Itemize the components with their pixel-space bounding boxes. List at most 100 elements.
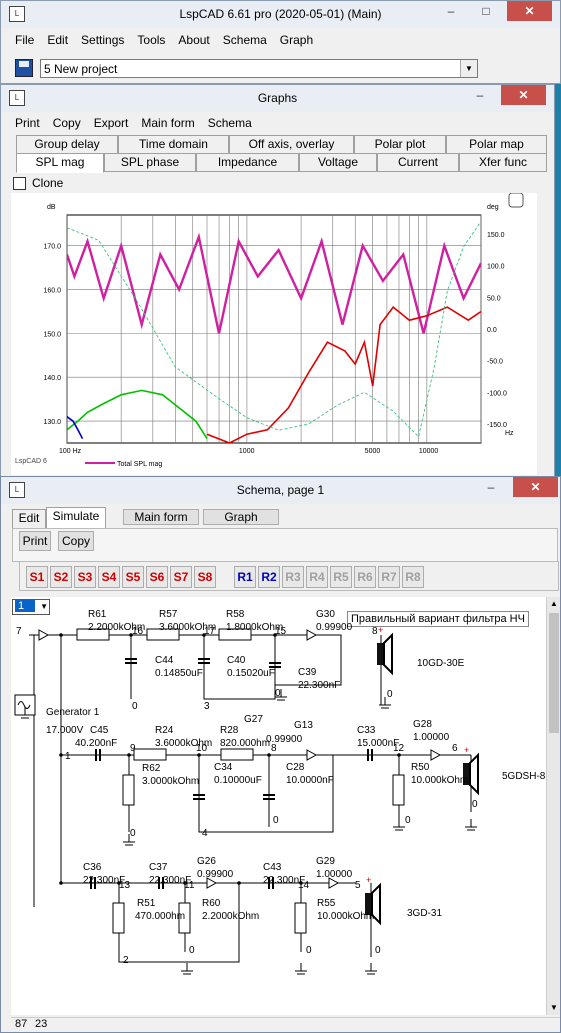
y2-axis-label: deg bbox=[487, 204, 499, 211]
tab-polar-map[interactable]: Polar map bbox=[446, 135, 547, 154]
junction-dot bbox=[397, 753, 401, 757]
scroll-down-icon[interactable]: ▼ bbox=[550, 1003, 558, 1012]
save-icon[interactable] bbox=[15, 59, 33, 77]
menu-about[interactable]: About bbox=[178, 33, 210, 47]
r51-resistor bbox=[112, 902, 125, 934]
status-x: 87 bbox=[15, 1018, 28, 1030]
copy-button[interactable]: Copy bbox=[58, 531, 94, 551]
graph-button[interactable]: Graph bbox=[203, 509, 279, 525]
graphs-titlebar[interactable]: L Graphs – ✕ bbox=[1, 85, 554, 112]
graphs-menu-main-form[interactable]: Main form bbox=[141, 116, 195, 130]
component-label: C39 bbox=[298, 667, 317, 678]
clone-checkbox[interactable] bbox=[13, 177, 26, 190]
chevron-down-icon[interactable]: ▼ bbox=[40, 602, 48, 611]
r5-button[interactable]: R5 bbox=[330, 566, 352, 588]
schema-canvas[interactable]: 1 ▼ Правильный вариант фильтра НЧ + + + R61… bbox=[11, 597, 546, 1015]
tab-spl-mag[interactable]: SPL mag bbox=[16, 153, 104, 173]
component-label: C45 bbox=[90, 725, 109, 736]
component-label: 22.300nF bbox=[263, 875, 305, 886]
component-label: C36 bbox=[83, 862, 102, 873]
r7-button[interactable]: R7 bbox=[378, 566, 400, 588]
x-tick-label: 5000 bbox=[365, 448, 381, 455]
s8-button[interactable]: S8 bbox=[194, 566, 216, 588]
menu-graph[interactable]: Graph bbox=[279, 33, 314, 47]
component-label: 22.300nF bbox=[83, 875, 125, 886]
minimize-icon[interactable]: – bbox=[447, 4, 455, 18]
tab-polar-plot[interactable]: Polar plot bbox=[354, 135, 446, 154]
speaker-polarity-plus: + bbox=[464, 745, 469, 755]
schema-titlebar[interactable]: L Schema, page 1 – ✕ bbox=[1, 477, 560, 504]
vertical-scrollbar[interactable]: ▲ ▼ bbox=[546, 597, 560, 1015]
x-tick-label: 1000 bbox=[239, 448, 255, 455]
plot-area bbox=[66, 214, 482, 444]
chevron-down-icon[interactable]: ▼ bbox=[460, 60, 477, 77]
r4-button[interactable]: R4 bbox=[306, 566, 328, 588]
component-label: 0 bbox=[405, 815, 411, 826]
component-label: 0.14850uF bbox=[155, 668, 203, 679]
main-form-button[interactable]: Main form bbox=[123, 509, 199, 525]
schema-tab-simulate[interactable]: Simulate bbox=[46, 507, 106, 529]
project-select[interactable]: 5 New project ▼ bbox=[40, 59, 478, 78]
tab-current[interactable]: Current bbox=[377, 153, 459, 172]
tab-voltage[interactable]: Voltage bbox=[299, 153, 377, 172]
series-line-5 bbox=[67, 221, 481, 438]
graphs-menu-export[interactable]: Export bbox=[93, 116, 129, 130]
scroll-thumb[interactable] bbox=[549, 613, 559, 733]
s2-button[interactable]: S2 bbox=[50, 566, 72, 588]
row1-top-wire bbox=[34, 634, 342, 686]
component-label: 0 bbox=[387, 689, 393, 700]
s3-button[interactable]: S3 bbox=[74, 566, 96, 588]
graphs-window-title: Graphs bbox=[257, 91, 298, 105]
page-selector[interactable]: 1 ▼ bbox=[12, 599, 50, 615]
tab-impedance[interactable]: Impedance bbox=[196, 153, 299, 172]
component-label: R60 bbox=[202, 898, 221, 909]
close-icon[interactable]: ✕ bbox=[513, 477, 558, 497]
menu-edit[interactable]: Edit bbox=[47, 33, 69, 47]
component-label: C40 bbox=[227, 655, 246, 666]
s5-button[interactable]: S5 bbox=[122, 566, 144, 588]
schema-tab-edit[interactable]: Edit bbox=[12, 509, 46, 529]
minimize-icon[interactable]: – bbox=[487, 480, 495, 494]
menu-file[interactable]: File bbox=[15, 33, 35, 47]
component-label: 14 bbox=[298, 880, 310, 891]
s7-button[interactable]: S7 bbox=[170, 566, 192, 588]
s4-button[interactable]: S4 bbox=[98, 566, 120, 588]
s1-button[interactable]: S1 bbox=[26, 566, 48, 588]
clone-label: Clone bbox=[32, 176, 64, 190]
speaker-polarity-plus: + bbox=[366, 875, 371, 885]
component-label: 2.2000kOhm bbox=[202, 911, 259, 922]
graphs-menu-print[interactable]: Print bbox=[15, 116, 40, 130]
maximize-icon[interactable]: □ bbox=[482, 4, 490, 18]
menu-settings[interactable]: Settings bbox=[81, 33, 125, 47]
tab-xfer-func[interactable]: Xfer func bbox=[459, 153, 547, 172]
component-label: G13 bbox=[294, 720, 313, 731]
r2-button[interactable]: R2 bbox=[258, 566, 280, 588]
junction-dot bbox=[299, 881, 303, 885]
r8-button[interactable]: R8 bbox=[402, 566, 424, 588]
print-button[interactable]: Print bbox=[19, 531, 51, 551]
component-label: 10.000kOhm bbox=[317, 911, 374, 922]
menu-tools[interactable]: Tools bbox=[137, 33, 166, 47]
s6-button[interactable]: S6 bbox=[146, 566, 168, 588]
close-icon[interactable]: ✕ bbox=[507, 1, 552, 21]
y-tick-label: 170.0 bbox=[43, 244, 61, 251]
r6-button[interactable]: R6 bbox=[354, 566, 376, 588]
component-label: 0.10000uF bbox=[214, 775, 262, 786]
lspcad-app-icon: L bbox=[9, 90, 25, 106]
graphs-menu-copy[interactable]: Copy bbox=[52, 116, 81, 130]
junction-dot bbox=[237, 881, 241, 885]
menu-schema[interactable]: Schema bbox=[222, 33, 267, 47]
tab-spl-phase[interactable]: SPL phase bbox=[104, 153, 196, 172]
tab-time-domain[interactable]: Time domain bbox=[118, 135, 229, 154]
close-icon[interactable]: ✕ bbox=[501, 85, 546, 105]
r3-button[interactable]: R3 bbox=[282, 566, 304, 588]
tab-group-delay[interactable]: Group delay bbox=[16, 135, 118, 154]
minimize-icon[interactable]: – bbox=[476, 88, 484, 102]
component-label: 40.200nF bbox=[75, 738, 117, 749]
tab-off-axis-overlay[interactable]: Off axis, overlay bbox=[229, 135, 354, 154]
component-label: 2 bbox=[123, 955, 129, 966]
graphs-menu-schema[interactable]: Schema bbox=[207, 116, 252, 130]
scroll-up-icon[interactable]: ▲ bbox=[550, 599, 558, 608]
r1-button[interactable]: R1 bbox=[234, 566, 256, 588]
main-titlebar[interactable]: L LspCAD 6.61 pro (2020-05-01) (Main) – … bbox=[1, 1, 560, 28]
